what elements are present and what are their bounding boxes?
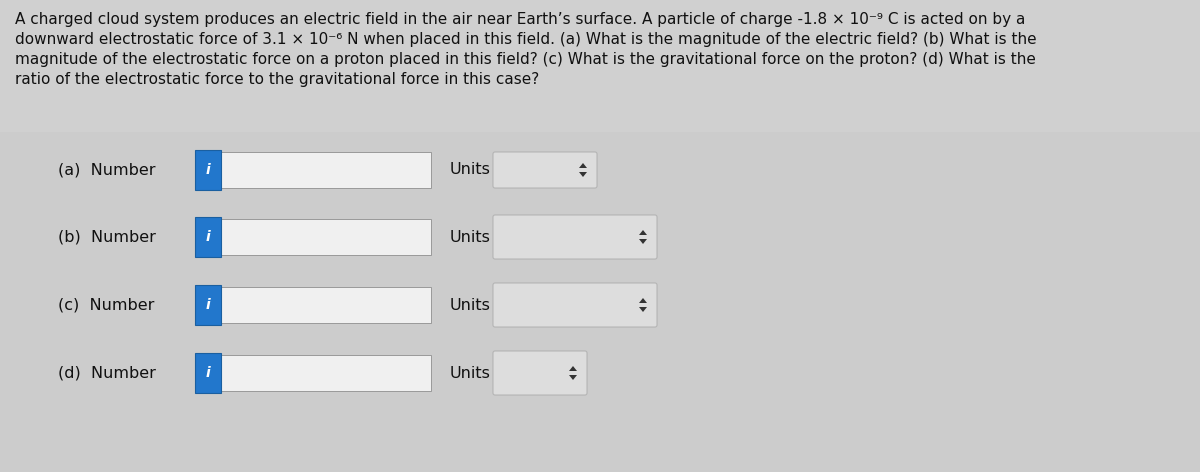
Text: i: i xyxy=(205,366,210,380)
Text: (a)  Number: (a) Number xyxy=(58,162,156,177)
Text: (c)  Number: (c) Number xyxy=(58,297,155,312)
FancyBboxPatch shape xyxy=(0,0,1200,132)
FancyBboxPatch shape xyxy=(493,283,658,327)
FancyBboxPatch shape xyxy=(194,353,221,393)
FancyBboxPatch shape xyxy=(194,285,221,325)
Text: Units: Units xyxy=(450,162,491,177)
FancyBboxPatch shape xyxy=(221,287,431,323)
FancyBboxPatch shape xyxy=(493,152,598,188)
Text: Units: Units xyxy=(450,365,491,380)
Polygon shape xyxy=(569,375,577,380)
FancyBboxPatch shape xyxy=(221,152,431,188)
FancyBboxPatch shape xyxy=(194,217,221,257)
FancyBboxPatch shape xyxy=(194,150,221,190)
Text: downward electrostatic force of 3.1 × 10⁻⁶ N when placed in this field. (a) What: downward electrostatic force of 3.1 × 10… xyxy=(14,32,1037,47)
FancyBboxPatch shape xyxy=(221,219,431,255)
Text: (d)  Number: (d) Number xyxy=(58,365,156,380)
Polygon shape xyxy=(640,307,647,312)
Polygon shape xyxy=(580,163,587,168)
Text: Units: Units xyxy=(450,229,491,244)
Text: Units: Units xyxy=(450,297,491,312)
Text: A charged cloud system produces an electric field in the air near Earth’s surfac: A charged cloud system produces an elect… xyxy=(14,12,1025,27)
Text: i: i xyxy=(205,230,210,244)
Polygon shape xyxy=(640,239,647,244)
Polygon shape xyxy=(580,172,587,177)
FancyBboxPatch shape xyxy=(493,215,658,259)
Polygon shape xyxy=(640,230,647,235)
Polygon shape xyxy=(640,298,647,303)
Polygon shape xyxy=(569,366,577,371)
Text: (b)  Number: (b) Number xyxy=(58,229,156,244)
Text: magnitude of the electrostatic force on a proton placed in this field? (c) What : magnitude of the electrostatic force on … xyxy=(14,52,1036,67)
FancyBboxPatch shape xyxy=(221,355,431,391)
Text: ratio of the electrostatic force to the gravitational force in this case?: ratio of the electrostatic force to the … xyxy=(14,72,539,87)
Text: i: i xyxy=(205,298,210,312)
FancyBboxPatch shape xyxy=(493,351,587,395)
Text: i: i xyxy=(205,163,210,177)
